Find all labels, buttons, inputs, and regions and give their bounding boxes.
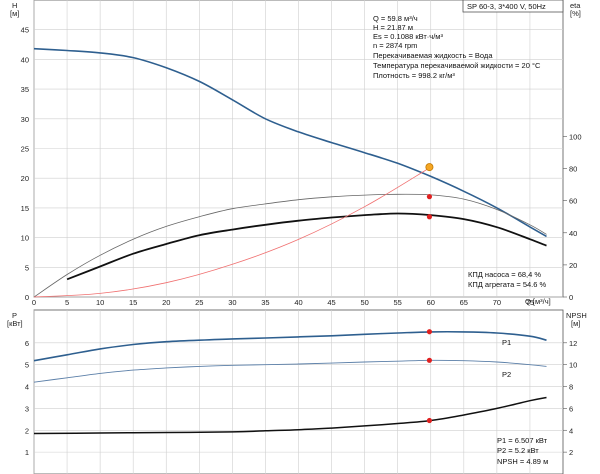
lower-series (33, 329, 547, 435)
lower-y-tick-right: 4 (569, 426, 573, 435)
lower-y-label-left-1: P (12, 311, 17, 320)
upper-y-tick-left: 35 (21, 85, 29, 94)
upper-y-tick-left: 15 (21, 204, 29, 213)
x-tick-label: 60 (427, 298, 435, 307)
info-temperature: Температура перекачиваемой жидкости = 20… (373, 61, 541, 70)
info-density: Плотность = 998.2 кг/м³ (373, 71, 455, 80)
x-tick-label: 15 (129, 298, 137, 307)
x-tick-label: 0 (32, 298, 36, 307)
upper-chart: 0 5 10 15 20 25 30 35 40 45 50 55 60 65 70 75 0 5 10 15 20 25… (10, 0, 582, 307)
upper-y-tick-right: 100 (569, 132, 582, 141)
lower-y-tick-left: 2 (25, 426, 29, 435)
lower-y-tick-right: 2 (569, 448, 573, 457)
x-tick-label: 45 (327, 298, 335, 307)
upper-y-label-right-2: [%] (570, 9, 581, 18)
duty-point-head (425, 163, 434, 172)
lower-y-label-right-2: [м] (571, 319, 580, 328)
upper-ticks: 0 5 10 15 20 25 30 35 40 45 50 55 60 65 70 75 0 5 10 15 20 25… (21, 26, 582, 307)
upper-y-tick-right: 60 (569, 197, 577, 206)
info-q: Q = 59.8 м³/ч (373, 14, 418, 23)
pump-efficiency-curve (33, 193, 547, 298)
chart-title-box (462, 0, 564, 13)
upper-y-tick-left: 30 (21, 115, 29, 124)
system-curve-curve (33, 166, 432, 298)
x-tick-label: 10 (96, 298, 104, 307)
info-p1: P1 = 6.507 кВт (497, 436, 548, 445)
lower-y-tick-left: 5 (25, 361, 29, 370)
upper-y-tick-left: 40 (21, 55, 29, 64)
lower-y-tick-right: 12 (569, 339, 577, 348)
upper-y-label-right-1: eta (570, 1, 581, 10)
upper-x-label: Q [м³/ч] (525, 297, 551, 306)
x-tick-label: 25 (195, 298, 203, 307)
x-tick-label: 20 (162, 298, 170, 307)
duty-point-pump-efficiency (426, 194, 433, 200)
duty-point-unit-efficiency (426, 214, 433, 220)
info-h: H = 21.87 м (373, 23, 413, 32)
info-p2: P2 = 5.2 кВт (497, 446, 539, 455)
lower-y-tick-left: 4 (25, 383, 29, 392)
label-p1: P1 (502, 338, 511, 347)
upper-y-tick-right: 80 (569, 165, 577, 174)
duty-point-npsh (426, 417, 433, 424)
x-tick-label: 70 (493, 298, 501, 307)
upper-y-tick-left: 20 (21, 174, 29, 183)
x-tick-label: 50 (360, 298, 368, 307)
upper-y-label-left-1: H (12, 1, 17, 10)
lower-y-tick-right: 6 (569, 404, 573, 413)
lower-y-tick-right: 10 (569, 361, 577, 370)
lower-y-tick-left: 3 (25, 404, 29, 413)
x-tick-label: 30 (228, 298, 236, 307)
x-tick-label: 65 (460, 298, 468, 307)
lower-y-label-left-2: [кВт] (7, 319, 23, 328)
unit-efficiency-text: КПД агрегата = 54.6 % (468, 280, 546, 289)
unit-efficiency-curve (66, 212, 547, 281)
upper-y-tick-left: 10 (21, 234, 29, 243)
x-tick-label: 35 (261, 298, 269, 307)
x-tick-label: 5 (65, 298, 69, 307)
info-es: Es = 0.1088 кВт·ч/м³ (373, 32, 443, 41)
duty-info-block: Q = 59.8 м³/ч H = 21.87 м Es = 0.1088 кВ… (373, 14, 541, 80)
info-npsh: NPSH = 4.89 м (497, 457, 548, 466)
duty-point-p1 (426, 329, 433, 335)
pump-efficiency-text: КПД насоса = 68,4 % (468, 270, 541, 279)
label-p2: P2 (502, 370, 511, 379)
upper-y-tick-right: 0 (569, 293, 573, 302)
lower-y-label-right-1: NPSH (566, 311, 587, 320)
lower-y-tick-left: 6 (25, 339, 29, 348)
x-tick-label: 40 (294, 298, 302, 307)
lower-y-tick-right: 8 (569, 383, 573, 392)
p2-curve (33, 359, 547, 383)
upper-y-tick-left: 25 (21, 145, 29, 154)
upper-series (33, 47, 547, 298)
x-tick-label: 75 (526, 298, 534, 307)
info-n: n = 2874 rpm (373, 41, 417, 50)
upper-y-label-left-2: [м] (10, 9, 19, 18)
upper-y-tick-left: 5 (25, 263, 29, 272)
upper-y-tick-right: 20 (569, 261, 577, 270)
p1-curve (33, 330, 547, 362)
upper-y-tick-right: 40 (569, 229, 577, 238)
duty-point-p2 (426, 357, 433, 363)
chart-title: SP 60-3, 3*400 V, 50Hz (467, 2, 546, 11)
info-liquid: Перекачиваемая жидкость = Вода (373, 51, 493, 60)
npsh-curve (33, 396, 547, 435)
upper-y-tick-left: 45 (21, 26, 29, 35)
upper-grid (33, 0, 563, 298)
x-tick-label: 55 (394, 298, 402, 307)
head-curve (33, 47, 547, 238)
upper-y-tick-left: 0 (25, 293, 29, 302)
lower-y-tick-left: 1 (25, 448, 29, 457)
